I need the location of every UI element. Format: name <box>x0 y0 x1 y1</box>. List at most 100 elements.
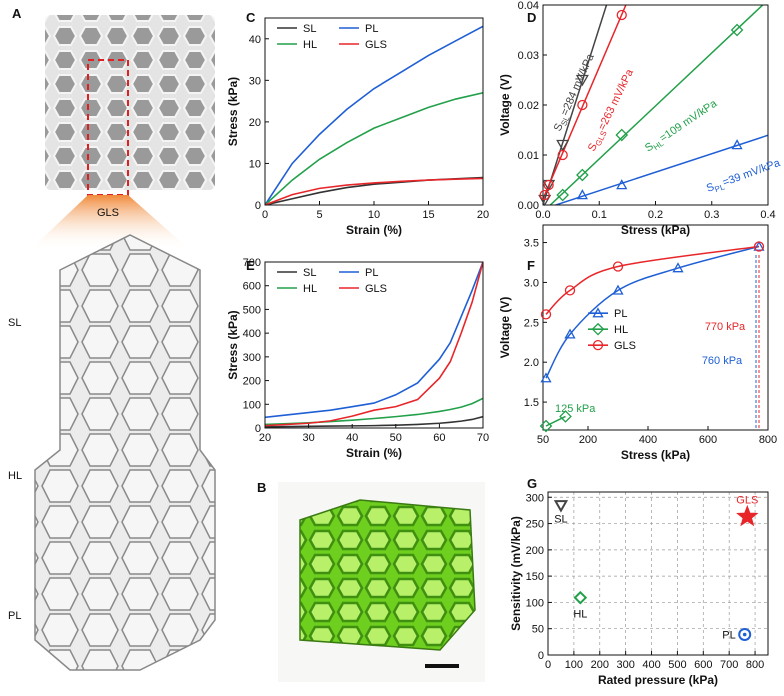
y-tick-label: 2.5 <box>524 317 539 329</box>
x-tick-label: 30 <box>302 432 314 444</box>
x-tick-label: 400 <box>639 434 657 446</box>
x-tick-label: 20 <box>477 209 489 221</box>
panel-label: C <box>246 10 256 25</box>
y-tick-label: 300 <box>526 492 544 504</box>
x-axis-label: Rated pressure (kPa) <box>598 673 718 687</box>
marker <box>538 194 552 207</box>
x-axis-label: Strain (%) <box>346 446 402 460</box>
label-rest: =39 mV/kPa <box>721 157 783 189</box>
series-line <box>265 25 483 205</box>
scale-bar <box>425 664 459 668</box>
point-name: GLS <box>736 495 758 507</box>
plot-area <box>265 25 483 205</box>
x-tick-label: 800 <box>759 434 777 446</box>
series-line <box>265 176 483 205</box>
y-tick-label: 0.00 <box>518 200 539 212</box>
y-tick-label: 150 <box>526 571 544 583</box>
marker <box>591 322 605 336</box>
sensitivity-label: SPL=39 mV/kPa <box>705 157 783 197</box>
marker <box>672 262 684 273</box>
structure-label: GLS <box>97 207 119 219</box>
y-tick-label: 30 <box>249 75 261 87</box>
axes-frame <box>542 224 769 431</box>
y-tick-label: 0.04 <box>518 0 539 12</box>
panel-label: A <box>12 6 22 21</box>
gls-block <box>45 15 215 190</box>
axes-frame <box>542 4 769 206</box>
y-tick-label: 200 <box>243 376 261 388</box>
label-sub: PL <box>714 182 727 194</box>
series-line <box>265 177 483 205</box>
annotation: 760 kPa <box>702 355 743 367</box>
marker <box>540 309 552 320</box>
label-rest: =109 mV/kPa <box>658 97 720 145</box>
y-tick-label: 400 <box>243 328 261 340</box>
x-tick-label: 500 <box>668 659 686 671</box>
y-tick-label: 0 <box>538 650 544 662</box>
series-line <box>265 262 483 419</box>
x-tick-label: 70 <box>477 432 489 444</box>
y-axis-label: Sensitivity (mV/kPa) <box>509 516 523 631</box>
marker <box>616 9 627 21</box>
y-tick-label: 0.01 <box>518 150 539 162</box>
x-axis-label: Strain (%) <box>346 223 402 237</box>
marker <box>575 74 589 87</box>
legend-label: GLS <box>365 283 387 295</box>
y-tick-label: 700 <box>243 257 261 269</box>
marker <box>557 149 568 161</box>
x-tick-label: 50 <box>537 434 549 446</box>
lattice-illustration <box>30 15 216 671</box>
y-tick-label: 200 <box>526 545 544 557</box>
x-tick-label: 15 <box>422 209 434 221</box>
x-axis-label: Stress (kPa) <box>621 223 690 237</box>
x-tick-label: 0.2 <box>648 209 663 221</box>
marker <box>753 240 765 251</box>
y-axis-label: Voltage (V) <box>498 74 512 136</box>
marker <box>612 284 624 295</box>
marker <box>540 372 552 383</box>
x-tick-label: 600 <box>699 434 717 446</box>
trend-line <box>545 245 760 379</box>
series-line <box>265 92 483 205</box>
panel-label: F <box>527 258 535 273</box>
axes-frame <box>547 491 769 656</box>
x-tick-label: 400 <box>642 659 660 671</box>
x-tick-label: 0.0 <box>535 209 550 221</box>
y-tick-label: 3.0 <box>524 277 539 289</box>
green-lattice <box>299 499 476 651</box>
marker <box>553 500 569 513</box>
plot-area <box>543 5 768 205</box>
y-tick-label: 2.0 <box>524 357 539 369</box>
series-line <box>265 262 483 427</box>
x-tick-label: 0 <box>545 659 551 671</box>
marker <box>612 261 624 272</box>
panel-label: G <box>527 476 537 491</box>
y-tick-label: 300 <box>243 352 261 364</box>
marker <box>543 179 554 191</box>
marker <box>564 285 576 296</box>
legend-label: PL <box>365 23 378 35</box>
fit-line <box>543 5 608 205</box>
marker <box>576 189 588 200</box>
y-tick-label: 100 <box>526 597 544 609</box>
y-tick-label: 0 <box>255 423 261 435</box>
x-tick-label: 200 <box>591 659 609 671</box>
legend-label: HL <box>303 283 317 295</box>
annotation: 125 kPa <box>555 403 596 415</box>
y-tick-label: 100 <box>243 399 261 411</box>
legend-label: GLS <box>365 39 387 51</box>
annotation: 770 kPa <box>705 321 746 333</box>
y-tick-label: 0 <box>255 200 261 212</box>
x-tick-label: 700 <box>720 659 738 671</box>
marker <box>592 339 604 351</box>
marker <box>577 99 588 111</box>
marker <box>731 139 743 150</box>
y-tick-label: 0.02 <box>518 100 539 112</box>
y-axis-label: Stress (kPa) <box>226 310 240 379</box>
x-tick-label: 60 <box>433 432 445 444</box>
trend-line <box>545 415 566 427</box>
marker <box>615 128 629 142</box>
x-tick-label: 200 <box>579 434 597 446</box>
label-main: S <box>586 141 600 153</box>
